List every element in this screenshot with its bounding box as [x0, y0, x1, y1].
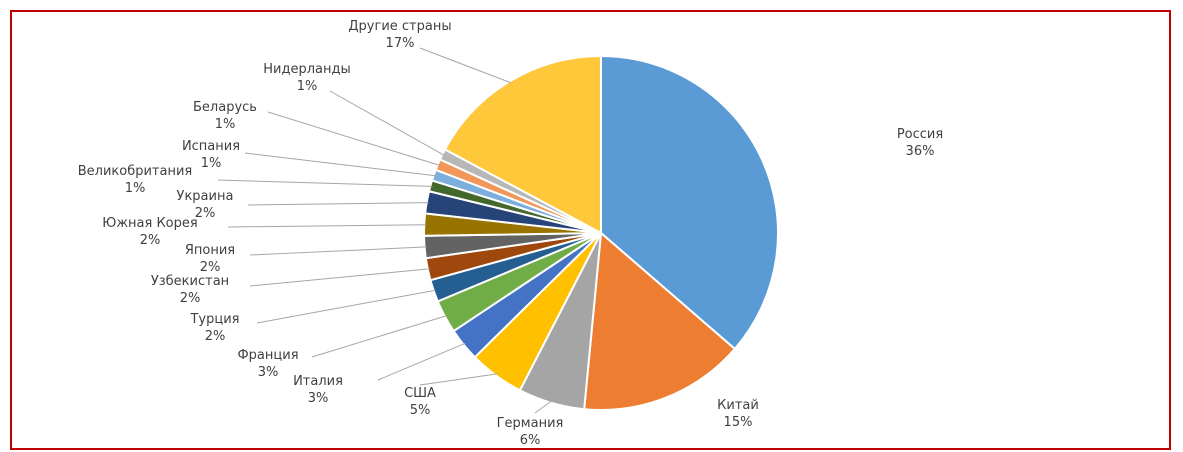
leader-line-8 — [249, 268, 430, 287]
leader-lines — [217, 47, 552, 414]
slice-label-value-10: 2% — [140, 233, 161, 248]
slice-label-value-9: 2% — [200, 260, 221, 275]
slice-label-name-4: США — [404, 386, 436, 401]
slice-label-name-7: Турция — [189, 312, 239, 327]
slice-label-value-7: 2% — [205, 329, 226, 344]
leader-line-6 — [311, 315, 447, 358]
slice-label-value-4: 5% — [410, 403, 431, 418]
slice-label-name-5: Италия — [293, 374, 343, 389]
leader-line-14 — [267, 111, 440, 166]
slice-label-value-11: 2% — [195, 206, 216, 221]
slice-label-value-14: 1% — [215, 117, 236, 132]
slice-label-value-13: 1% — [201, 156, 222, 171]
leader-line-16 — [419, 47, 512, 84]
slice-label-name-8: Узбекистан — [151, 274, 229, 289]
slice-label-value-2: 15% — [724, 415, 753, 430]
pie-slices — [423, 54, 779, 411]
slice-label-value-12: 1% — [125, 181, 146, 196]
slice-label-value-8: 2% — [180, 291, 201, 306]
slice-label-name-14: Беларусь — [193, 100, 257, 115]
slice-labels: Россия 36% Китай 15% Германия 6% США 5% Италия 3%… — [78, 19, 943, 448]
slice-label-value-6: 3% — [258, 365, 279, 380]
slice-label-value-15: 1% — [297, 79, 318, 94]
slice-label-value-3: 6% — [520, 433, 541, 448]
leader-line-9 — [249, 246, 427, 256]
slice-label-name-10: Южная Корея — [102, 216, 197, 231]
slice-label-name-11: Украина — [177, 189, 234, 204]
pie-slice-16 — [443, 54, 602, 235]
leader-line-12 — [217, 179, 433, 187]
slice-label-name-13: Испания — [182, 139, 240, 154]
slice-label-name-9: Япония — [185, 243, 235, 258]
slice-label-name-3: Германия — [497, 416, 564, 431]
leader-line-11 — [247, 202, 429, 206]
slice-label-name-12: Великобритания — [78, 164, 193, 179]
slice-label-name-16: Другие страны — [348, 19, 451, 34]
leader-line-4 — [419, 373, 498, 386]
leader-line-3 — [534, 400, 552, 414]
slice-label-value-5: 3% — [308, 391, 329, 406]
pie-slice-2 — [583, 230, 737, 411]
slice-label-value-1: 36% — [906, 144, 935, 159]
leader-line-13 — [244, 152, 436, 177]
slice-label-name-6: Франция — [237, 348, 298, 363]
slice-label-name-1: Россия — [897, 127, 943, 142]
pie-slice-1 — [600, 54, 779, 351]
leader-line-15 — [329, 90, 445, 156]
leader-line-7 — [256, 289, 436, 324]
leader-line-5 — [377, 342, 466, 381]
leader-line-10 — [227, 224, 427, 228]
slice-label-value-16: 17% — [386, 36, 415, 51]
slice-label-name-15: Нидерланды — [263, 62, 351, 77]
slice-label-name-2: Китай — [717, 398, 759, 413]
